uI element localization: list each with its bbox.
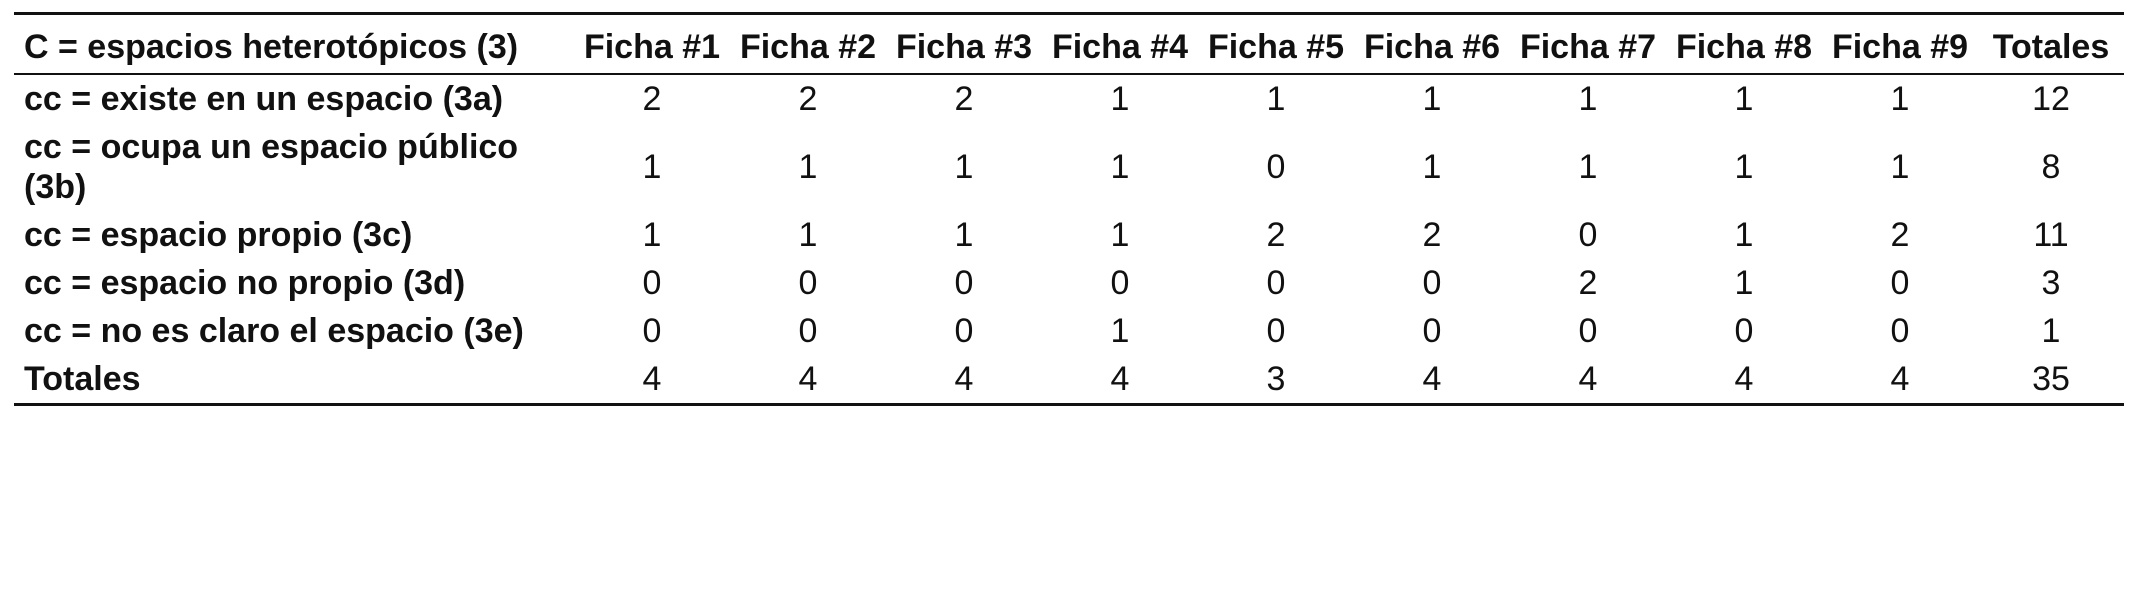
cell: 1 (1422, 80, 1442, 118)
cell: 8 (2041, 148, 2061, 186)
cell: 1 (1266, 80, 1286, 118)
cell: 1 (1734, 264, 1754, 302)
cell: 4 (642, 360, 662, 398)
table-row: cc = espacio propio (3c) 1 1 1 1 2 2 0 1 2 11 (14, 211, 2124, 259)
row-label: cc = ocupa un espacio público (3b) (24, 128, 519, 206)
cell: 1 (642, 216, 662, 254)
cell: 35 (2032, 360, 2070, 398)
cell: 3 (2041, 264, 2061, 302)
cell: 0 (642, 312, 662, 350)
row-label: cc = no es claro el espacio (3e) (24, 312, 524, 350)
table-header: C = espacios heterotópicos (3) Ficha #1 Fi… (14, 13, 2124, 74)
column-header: Totales (1992, 28, 2110, 66)
column-header: Ficha #8 (1675, 28, 1813, 66)
column-header: Ficha #4 (1051, 28, 1189, 66)
cell: 0 (1266, 312, 1286, 350)
table-row: cc = ocupa un espacio público (3b) 1 1 1 1 0 1… (14, 123, 2124, 211)
column-header: Ficha #3 (895, 28, 1033, 66)
cell: 1 (1578, 148, 1598, 186)
cell: 4 (954, 360, 974, 398)
cell: 0 (1422, 264, 1442, 302)
cell: 4 (1578, 360, 1598, 398)
cell: 1 (1734, 216, 1754, 254)
cell: 0 (1422, 312, 1442, 350)
column-header: Ficha #7 (1519, 28, 1657, 66)
cell: 11 (2033, 216, 2069, 254)
cell: 0 (954, 312, 974, 350)
table-row: cc = espacio no propio (3d) 0 0 0 0 0 0 2 1 0 3 (14, 259, 2124, 307)
cell: 1 (954, 148, 974, 186)
cell: 1 (1110, 312, 1130, 350)
cell: 12 (2032, 80, 2070, 118)
cell: 1 (1110, 216, 1130, 254)
cell: 1 (1110, 80, 1130, 118)
cell: 1 (1110, 148, 1130, 186)
cell: 0 (1266, 264, 1286, 302)
cell: 4 (1890, 360, 1910, 398)
cell: 1 (1422, 148, 1442, 186)
cell: 1 (1734, 80, 1754, 118)
cell: 1 (2041, 312, 2061, 350)
cell: 2 (798, 80, 818, 118)
table-row: Totales 4 4 4 4 3 4 4 4 4 35 (14, 355, 2124, 405)
cell: 4 (1110, 360, 1130, 398)
cell: 1 (798, 148, 818, 186)
table-row: cc = existe en un espacio (3a) 2 2 2 1 1 1 1 1 1 1… (14, 74, 2124, 123)
cell: 0 (1110, 264, 1130, 302)
header-row: C = espacios heterotópicos (3) Ficha #1 Fi… (14, 13, 2124, 74)
table-body: cc = existe en un espacio (3a) 2 2 2 1 1 1 1 1 1 1… (14, 74, 2124, 405)
table-row: cc = no es claro el espacio (3e) 0 0 0 1 0 0 0 0… (14, 307, 2124, 355)
column-header: C = espacios heterotópicos (3) (24, 28, 519, 66)
cell: 1 (1890, 148, 1910, 186)
cell: 2 (1422, 216, 1442, 254)
column-header: Ficha #1 (583, 28, 721, 66)
cell: 0 (642, 264, 662, 302)
cell: 1 (1734, 148, 1754, 186)
row-label: cc = espacio propio (3c) (24, 216, 413, 254)
cell: 0 (1890, 312, 1910, 350)
data-table: C = espacios heterotópicos (3) Ficha #1 Fi… (14, 12, 2124, 406)
column-header: Ficha #9 (1831, 28, 1969, 66)
cell: 2 (954, 80, 974, 118)
cell: 2 (1890, 216, 1910, 254)
cell: 0 (1734, 312, 1754, 350)
cell: 1 (642, 148, 662, 186)
cell: 1 (798, 216, 818, 254)
row-label: cc = espacio no propio (3d) (24, 264, 466, 302)
column-header: Ficha #5 (1207, 28, 1345, 66)
cell: 0 (1890, 264, 1910, 302)
cell: 3 (1266, 360, 1286, 398)
cell: 2 (1266, 216, 1286, 254)
cell: 0 (1578, 216, 1598, 254)
cell: 0 (798, 312, 818, 350)
cell: 1 (954, 216, 974, 254)
cell: 0 (954, 264, 974, 302)
cell: 1 (1578, 80, 1598, 118)
cell: 0 (1266, 148, 1286, 186)
cell: 2 (642, 80, 662, 118)
cell: 4 (1422, 360, 1442, 398)
column-header: Ficha #6 (1363, 28, 1501, 66)
row-label: cc = existe en un espacio (3a) (24, 80, 504, 118)
cell: 2 (1578, 264, 1598, 302)
cell: 1 (1890, 80, 1910, 118)
cell: 4 (1734, 360, 1754, 398)
row-label: Totales (24, 360, 141, 398)
cell: 0 (798, 264, 818, 302)
cell: 4 (798, 360, 818, 398)
cell: 0 (1578, 312, 1598, 350)
column-header: Ficha #2 (739, 28, 877, 66)
